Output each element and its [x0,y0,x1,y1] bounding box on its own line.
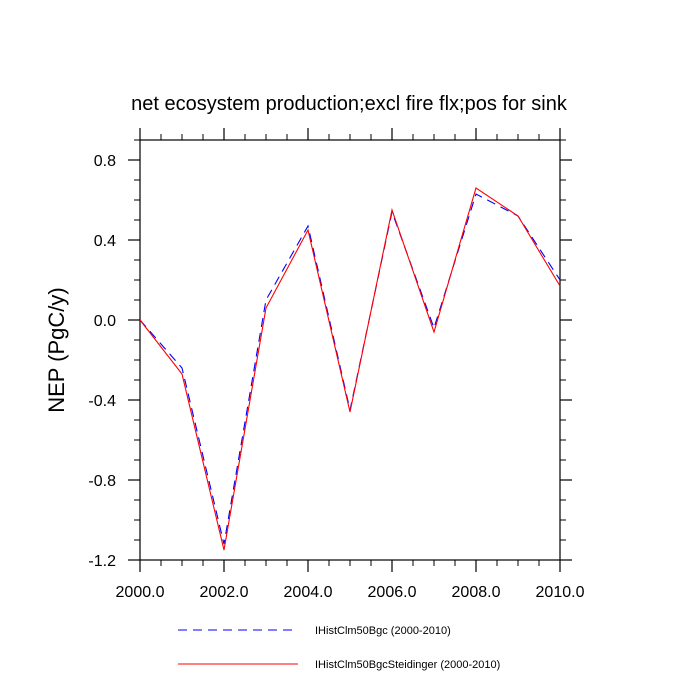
y-tick-labels: -1.2 -0.8 -0.4 0.0 0.4 0.8 [88,153,116,570]
series-line-ihistclm50bgcsteidinger [139,187,561,551]
legend-label-ihistclm50bgc: IHistClm50Bgc (2000-2010) [315,625,451,637]
x-tick-label: 2010.0 [536,584,585,601]
y-tick-label: 0.8 [94,153,116,170]
y-tick-label: 0.4 [94,233,116,250]
x-tick-label: 2002.0 [200,584,249,601]
series-group [139,187,561,551]
legend: IHistClm50Bgc (2000-2010) IHistClm50BgcS… [178,625,500,671]
x-tick-label: 2000.0 [116,584,165,601]
y-tick-label: -0.8 [88,473,116,490]
x-tick-label: 2008.0 [452,584,501,601]
y-tick-label: -0.4 [88,393,116,410]
y-tick-label: 0.0 [94,313,116,330]
x-tick-label: 2006.0 [368,584,417,601]
y-tick-label: -1.2 [88,553,116,570]
series-line-ihistclm50bgc [139,193,561,545]
minor-ticks [134,134,566,566]
y-axis-label: NEP (PgC/y) [44,287,69,413]
plot-frame [139,139,561,561]
legend-label-ihistclm50bgcsteidinger: IHistClm50BgcSteidinger (2000-2010) [315,659,500,671]
x-tick-label: 2004.0 [284,584,333,601]
major-ticks [128,128,572,572]
chart-title: net ecosystem production;excl fire flx;p… [131,93,568,115]
x-tick-labels: 2000.0 2002.0 2004.0 2006.0 2008.0 2010.0 [116,584,585,601]
